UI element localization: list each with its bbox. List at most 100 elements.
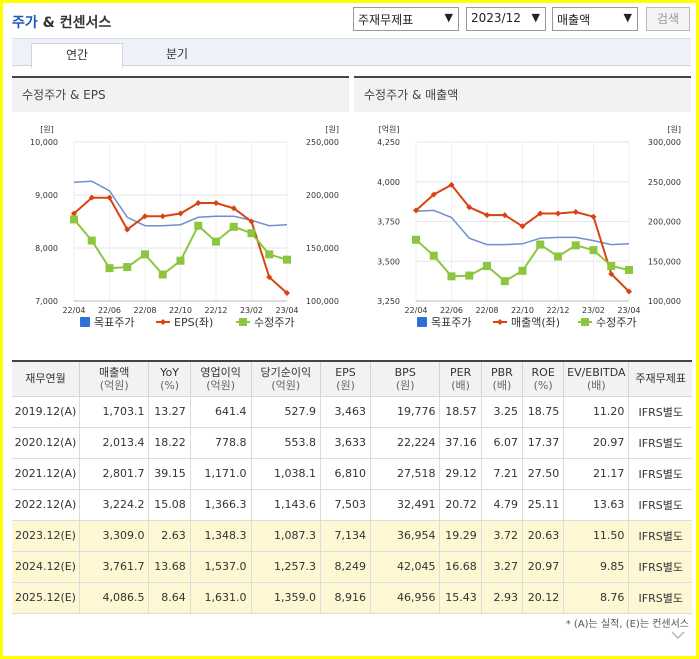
left-tick-label: 3,250 (377, 297, 400, 306)
series-marker (501, 212, 508, 219)
x-tick-label: 22/10 (169, 306, 192, 315)
table-cell: IFRS별도 (628, 519, 692, 552)
table-cell: 3,463 (320, 395, 371, 428)
series-line-0 (415, 209, 630, 246)
x-tick-label: 22/08 (133, 306, 156, 315)
left-axis-unit: [원] (40, 125, 54, 134)
table-cell: 20.97 (522, 550, 565, 583)
table-cell: 1,171.0 (189, 457, 252, 490)
metric-select[interactable]: 매출액 ▼ (552, 7, 638, 31)
column-header: 매출액 (억원) (78, 360, 150, 397)
table-cell: 42,045 (369, 550, 441, 583)
column-header-label: 당기순이익 (260, 365, 312, 379)
tab-annual[interactable]: 연간 (31, 43, 123, 68)
series-marker (572, 208, 579, 215)
column-header-label: 매출액 (99, 365, 130, 379)
x-tick-label: 23/04 (617, 306, 640, 315)
table-cell: 27,518 (369, 457, 441, 490)
right-tick-label: 250,000 (648, 178, 681, 187)
column-header: PBR (배) (480, 360, 524, 397)
column-header: 당기순이익 (억원) (250, 360, 322, 397)
legend-swatch (417, 317, 427, 327)
series-marker (266, 274, 273, 281)
table-cell: 2,801.7 (78, 457, 150, 490)
series-marker (248, 218, 255, 225)
x-tick-label: 23/02 (240, 306, 263, 315)
period-cell: 2023.12(E) (12, 519, 80, 552)
table-cell: 18.57 (439, 395, 482, 428)
table-cell: 2,013.4 (78, 426, 150, 459)
right-tick-label: 300,000 (648, 138, 681, 147)
period-select[interactable]: 2023/12 ▼ (466, 7, 546, 31)
series-marker (626, 288, 632, 295)
column-header-label: ROE (531, 365, 555, 379)
series-marker (625, 265, 633, 274)
table-cell: 3,309.0 (78, 519, 150, 552)
series-marker (519, 223, 526, 230)
column-header-unit: (%) (533, 378, 553, 392)
period-tabs: 연간 분기 (12, 38, 691, 68)
tab-quarterly[interactable]: 분기 (165, 47, 189, 61)
series-marker (229, 222, 238, 231)
table-cell: 11.50 (563, 519, 630, 552)
column-header-unit: (억원) (271, 378, 301, 392)
price-eps-chart: [원] [원] 10,000 9,000 8,000 7,000 250,000 200,00… (30, 125, 339, 329)
table-cell: 1,703.1 (78, 395, 150, 428)
table-cell: 17.37 (522, 426, 565, 459)
table-row: 2025.12(E) 4,086.5 8.64 1,631.0 1,359.0 8,916… (12, 581, 692, 614)
table-cell: 1,537.0 (189, 550, 252, 583)
right-tick-label: 200,000 (306, 191, 339, 200)
right-tick-label: 150,000 (306, 244, 339, 253)
x-tick-label: 22/10 (511, 306, 534, 315)
table-cell: 3,761.7 (78, 550, 150, 583)
chevron-down-icon: ▼ (531, 11, 540, 24)
left-tick-label: 4,000 (377, 178, 400, 187)
series-marker (176, 256, 185, 265)
legend-swatch (497, 319, 503, 325)
table-cell: 2.93 (480, 581, 524, 614)
table-cell: 29.12 (439, 457, 482, 490)
series-marker (141, 250, 149, 259)
series-marker (413, 207, 419, 214)
table-cell: 16.68 (439, 550, 482, 583)
left-tick-label: 3,750 (377, 218, 400, 227)
chart-title: 수정주가 & 매출액 (354, 76, 691, 112)
column-header: BPS (원) (369, 360, 441, 397)
table-cell: 3,633 (320, 426, 371, 459)
series-marker (71, 210, 77, 217)
table-cell: 8.64 (148, 581, 191, 614)
column-header-label: 주재무제표 (635, 372, 687, 386)
table-header-row: 재무연월 매출액 (억원) YoY (%) 영업이익 (억원) 당기순이익 (억원) EPS (원)… (12, 360, 692, 397)
table-row: 2021.12(A) 2,801.7 39.15 1,171.0 1,038.1 6,81… (12, 457, 692, 490)
table-cell: 37.16 (439, 426, 482, 459)
period-cell: 2021.12(A) (12, 457, 80, 490)
series-marker (607, 262, 616, 271)
series-marker (448, 181, 455, 188)
series-marker (412, 235, 420, 244)
statement-type-select[interactable]: 주재무제표 ▼ (353, 7, 459, 31)
chevron-down-icon[interactable] (671, 628, 685, 642)
right-tick-label: 200,000 (648, 218, 681, 227)
column-header-label: 영업이익 (200, 365, 241, 379)
period-cell: 2024.12(E) (12, 550, 80, 583)
column-header-label: BPS (394, 365, 416, 379)
table-cell: 553.8 (250, 426, 322, 459)
table-cell: 6,810 (320, 457, 371, 490)
table-cell: 6.07 (480, 426, 524, 459)
table-cell: 19.29 (439, 519, 482, 552)
x-tick-label: 22/12 (546, 306, 569, 315)
table-cell: 20.12 (522, 581, 565, 614)
series-marker (483, 262, 491, 271)
table-cell: 20.72 (439, 488, 482, 521)
search-button[interactable]: 검색 (646, 7, 690, 31)
left-tick-label: 9,000 (35, 191, 58, 200)
column-header-label: PER (450, 365, 472, 379)
series-marker (589, 246, 598, 255)
table-cell: 1,038.1 (250, 457, 322, 490)
series-marker (87, 236, 96, 245)
series-marker (177, 210, 184, 217)
table-cell: IFRS별도 (628, 426, 692, 459)
left-tick-label: 3,500 (377, 257, 400, 266)
column-header-unit: (배) (451, 378, 470, 392)
